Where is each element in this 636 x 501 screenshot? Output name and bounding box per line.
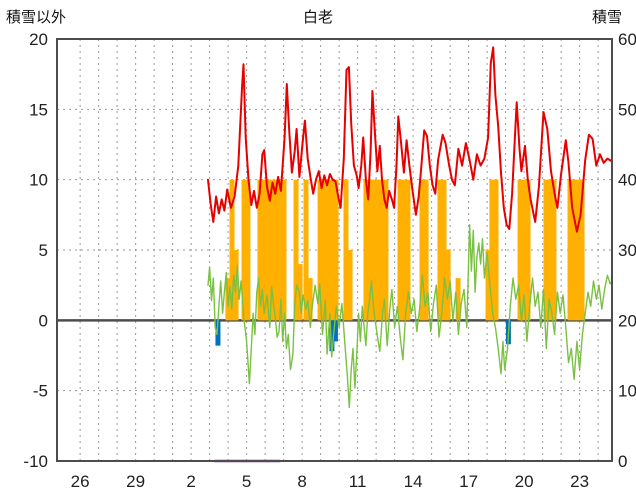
svg-text:20: 20 [618,311,636,330]
svg-text:15: 15 [29,100,48,119]
svg-text:0: 0 [39,311,48,330]
plot-frame [56,38,613,462]
svg-text:2: 2 [186,472,195,491]
svg-text:29: 29 [126,472,145,491]
left-axis-title: 積雪以外 [6,9,67,26]
svg-text:40: 40 [618,171,636,190]
svg-text:-10: -10 [23,452,48,471]
red-line [207,46,613,233]
x-tick-labels: 26 29 2 5 8 11 14 17 20 23 [71,472,589,491]
svg-text:17: 17 [459,472,478,491]
svg-text:5: 5 [242,472,251,491]
svg-text:20: 20 [29,30,48,49]
svg-text:23: 23 [570,472,589,491]
right-axis-title: 積雪 [591,9,622,26]
right-axis-tick-labels: 60 50 40 30 20 10 0 [618,30,636,471]
svg-text:11: 11 [349,472,367,491]
svg-text:20: 20 [515,472,534,491]
temperature-line [207,223,613,409]
svg-text:60: 60 [618,30,636,49]
svg-text:0: 0 [618,452,627,471]
left-axis-tick-labels: 20 15 10 5 0 -5 -10 [23,30,48,471]
svg-text:10: 10 [618,382,636,401]
svg-text:5: 5 [39,241,48,260]
svg-text:50: 50 [618,100,636,119]
svg-text:10: 10 [29,171,48,190]
svg-text:26: 26 [71,472,90,491]
chart-title: 白老 [302,9,334,26]
svg-text:14: 14 [404,472,423,491]
svg-text:8: 8 [297,472,306,491]
svg-text:30: 30 [618,241,636,260]
svg-text:-5: -5 [33,382,48,401]
